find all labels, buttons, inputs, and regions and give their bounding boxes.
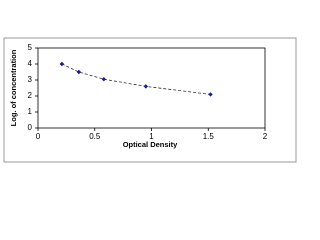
data-point: [208, 92, 213, 97]
fit-line: [61, 63, 211, 95]
chart: Optical Density Log. of concentration 0 1…: [3, 37, 297, 163]
y-tick-label: 1: [28, 107, 33, 116]
y-tick-label: 5: [28, 43, 33, 52]
x-tick-label: 1: [149, 132, 154, 141]
x-tick-label: 0: [36, 132, 41, 141]
chart-frame: [3, 37, 297, 163]
data-point: [101, 77, 107, 82]
y-axis-label: Log. of concentration: [9, 49, 18, 126]
data-point: [59, 61, 65, 67]
x-tick-label: 2: [263, 132, 268, 141]
y-tick-label: 2: [28, 91, 33, 100]
x-tick-label: 1.5: [203, 132, 215, 141]
x-axis-label: Optical Density: [123, 140, 178, 149]
plot-area: [37, 47, 266, 129]
y-tick-label: 4: [28, 59, 33, 68]
x-tick-label: 0.5: [89, 132, 101, 141]
y-tick-label: 3: [28, 75, 33, 84]
data-point: [143, 84, 149, 89]
data-point: [76, 69, 82, 75]
y-tick-label: 0: [28, 123, 33, 132]
